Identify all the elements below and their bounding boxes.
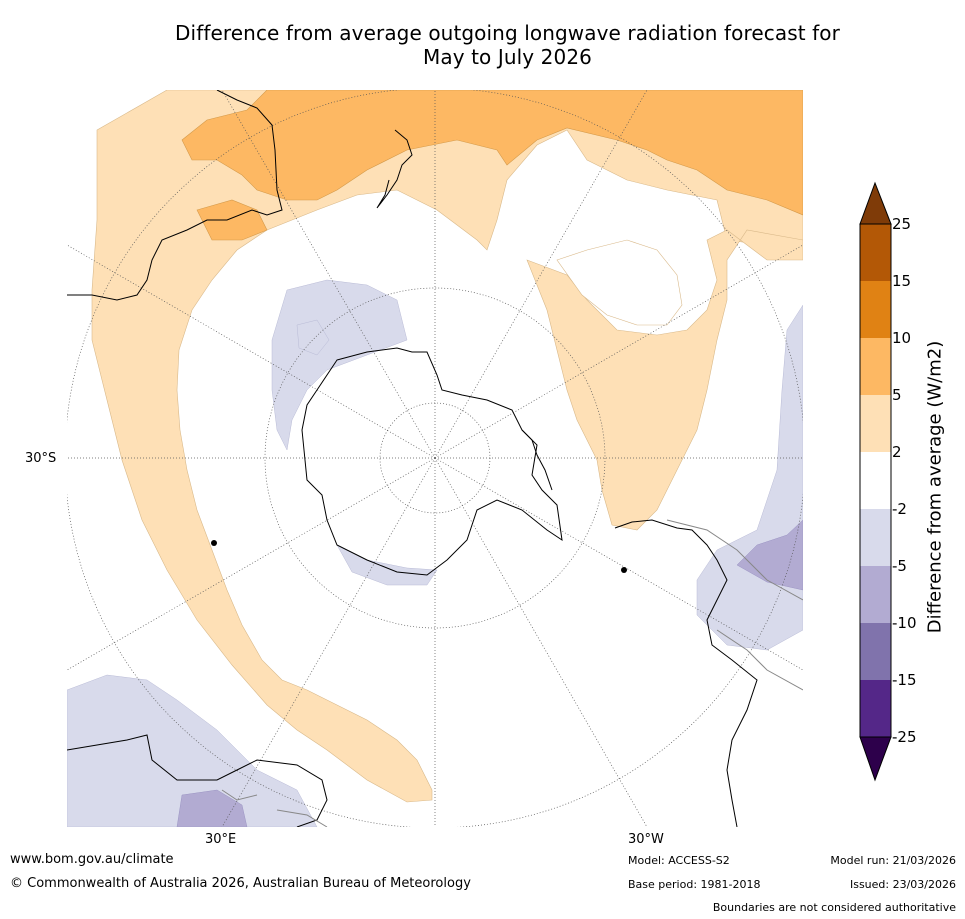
anomaly-purple-southwest [176,789,248,827]
title-line-1: Difference from average outgoing longwav… [175,21,840,45]
anomaly-lavender-antarctic [271,279,408,451]
anomaly-lavender-weddell [336,544,438,586]
footer-website[interactable]: www.bom.gov.au/climate [10,852,174,867]
colorbar-band-neg2-2 [860,452,891,509]
footer-model: Model: ACCESS-S2 [628,854,730,867]
anomaly-lavender-small [296,319,330,356]
antarctic-peninsula [521,429,553,491]
colorbar-tick-neg15: -15 [892,671,917,689]
footer-disclaimer: Boundaries are not considered authoritat… [712,901,956,914]
colorbar-tick-2: 2 [892,443,902,461]
colorbar-tick-neg5: -5 [892,557,907,575]
map-svg [67,90,803,827]
africa-gray-border [221,789,328,827]
polar-map [67,90,803,827]
colorbar-band-15-25 [860,224,891,281]
anomaly-tan-atlantic [526,229,803,531]
new-zealand [376,129,413,209]
africa-coastline [67,734,328,827]
lon-label-30w: 30°W [628,832,664,847]
graticule [67,90,803,827]
footer-issued: Issued: 23/03/2026 [849,878,956,891]
colorbar-band-2-5 [860,395,891,452]
colorbar-label: Difference from average (W/m2) [924,340,946,634]
colorbar-tick-neg25: -25 [892,728,917,746]
colorbar [859,181,892,782]
anomaly-orange-patch [196,199,268,241]
colorbar-tick-15: 15 [892,272,912,290]
footer-copyright: © Commonwealth of Australia 2026, Austra… [10,876,471,891]
title-line-2: May to July 2026 [423,45,592,69]
colorbar-tick-25: 25 [892,215,912,233]
falkland-island [621,567,627,573]
colorbar-band-5-10 [860,338,891,395]
colorbar-band-neg10-neg5 [860,566,891,623]
lat-label-30s: 30°S [25,451,57,466]
colorbar-tick-neg10: -10 [892,614,917,632]
colorbar-band-10-15 [860,281,891,338]
anomaly-orange-north [181,90,803,216]
colorbar-tick-neg2: -2 [892,500,907,518]
colorbar-bottom-arrow [859,736,892,782]
footer-base-period: Base period: 1981-2018 [628,878,761,891]
footer-model-run: Model run: 21/03/2026 [830,854,956,867]
colorbar-top-arrow [859,181,892,225]
south-america-coastline [614,519,758,827]
australia-coastline [67,90,283,301]
kerguelen-island [211,540,217,546]
colorbar-tick-5: 5 [892,386,902,404]
antarctica-coastline [301,347,563,576]
neutral-atlantic-hole [556,239,683,326]
anomaly-lavender-southwest [67,674,318,827]
colorbar-band-neg15-neg10 [860,623,891,680]
colorbar-band-neg5-neg2 [860,509,891,566]
colorbar-band-neg25-neg15 [860,680,891,737]
south-america-gray-border [666,519,803,691]
colorbar-tick-10: 10 [892,329,912,347]
colorbar-outline [859,223,892,738]
anomaly-purple-east [736,519,803,591]
map-title: Difference from average outgoing longwav… [60,21,955,69]
lon-label-30e: 30°E [205,832,237,847]
